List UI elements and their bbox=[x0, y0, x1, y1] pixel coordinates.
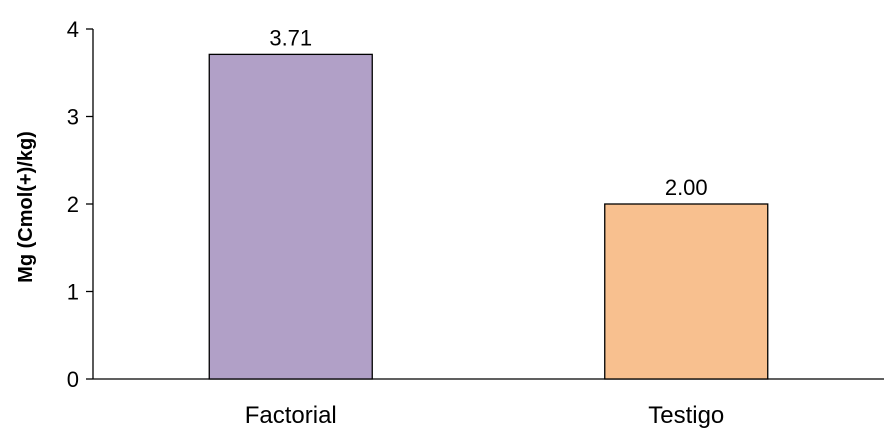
y-tick-label-4: 4 bbox=[67, 17, 79, 42]
data-label-factorial: 3.71 bbox=[269, 25, 312, 50]
y-tick-label-3: 3 bbox=[67, 105, 79, 130]
x-category-label-testigo: Testigo bbox=[648, 402, 724, 429]
bar-factorial bbox=[208, 53, 373, 380]
y-tick-label-2: 2 bbox=[67, 192, 79, 217]
data-label-testigo: 2.00 bbox=[665, 175, 708, 200]
bars bbox=[208, 53, 769, 380]
labels: 3.71 Factorial 2.00 Testigo bbox=[245, 25, 725, 429]
y-tick-label-0: 0 bbox=[67, 367, 79, 392]
bar-testigo bbox=[604, 203, 769, 380]
x-category-label-factorial: Factorial bbox=[245, 402, 337, 429]
y-axis-label: Mg (Cmol(+)/kg) bbox=[15, 131, 37, 283]
y-tick-label-1: 1 bbox=[67, 280, 79, 305]
